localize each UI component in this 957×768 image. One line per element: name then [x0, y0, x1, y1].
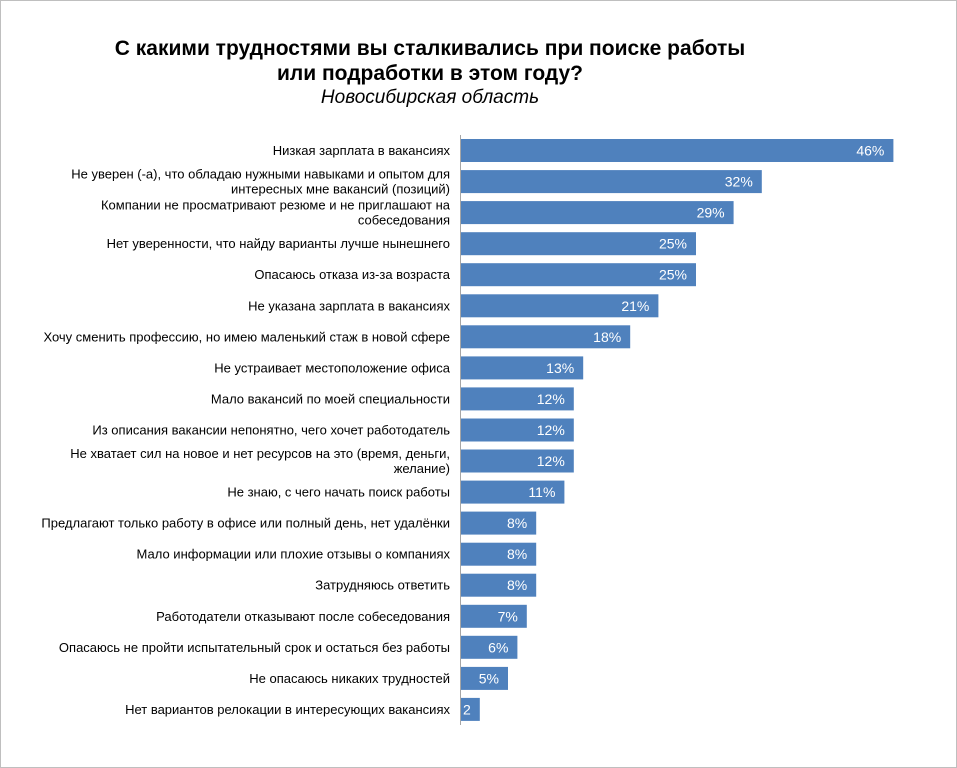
bar [461, 604, 527, 628]
category-label: Не указана зарплата в вакансиях [248, 298, 450, 313]
category-label: Не устраивает местоположение офиса [214, 360, 451, 375]
data-label: 11% [528, 484, 555, 500]
category-label: Не опасаюсь никаких трудностей [249, 671, 450, 686]
data-label: 32% [725, 174, 753, 190]
data-label: 8% [507, 546, 527, 562]
category-label: Предлагают только работу в офисе или пол… [41, 516, 450, 531]
bar [461, 697, 480, 721]
bar [461, 480, 565, 504]
data-label: 7% [498, 608, 518, 624]
bar [461, 232, 696, 256]
category-label: Затрудняюсь ответить [315, 578, 450, 593]
category-label: Работодатели отказывают после собеседова… [156, 609, 450, 624]
data-label: 29% [697, 205, 725, 221]
category-label: интересных мне вакансий (позиций) [231, 182, 450, 197]
chart-subtitle: Новосибирская область [320, 87, 540, 108]
data-label: 46% [856, 143, 884, 159]
bar [461, 139, 894, 162]
bar [461, 387, 574, 411]
category-label: собеседования [358, 213, 450, 228]
data-label: 21% [621, 298, 649, 314]
bar [461, 542, 537, 566]
bar [461, 418, 574, 442]
category-label: Из описания вакансии непонятно, чего хоч… [92, 423, 450, 438]
category-label: желание) [394, 461, 450, 476]
data-label: 12% [537, 422, 565, 438]
bar [461, 263, 696, 287]
bar [461, 325, 631, 349]
data-label: 12% [537, 453, 565, 469]
data-label: 12% [537, 391, 565, 407]
data-label: 18% [593, 329, 621, 345]
category-label: Не хватает сил на новое и нет ресурсов н… [70, 446, 450, 461]
data-label: 2 [463, 701, 471, 717]
bar [461, 449, 574, 473]
category-label: Мало вакансий по моей специальности [211, 391, 450, 406]
data-label: 8% [507, 515, 527, 531]
category-label: Не уверен (-а), что обладаю нужными навы… [71, 167, 450, 182]
bar [461, 635, 518, 659]
category-label: Нет уверенности, что найду варианты лучш… [107, 236, 450, 251]
bar [461, 511, 537, 535]
category-label: Низкая зарплата в вакансиях [273, 143, 451, 158]
category-label: Опасаюсь не пройти испытательный срок и … [59, 640, 450, 655]
category-label: Хочу сменить профессию, но имею маленьки… [43, 329, 450, 344]
data-label: 25% [659, 236, 687, 252]
data-label: 25% [659, 267, 687, 283]
data-label: 13% [546, 360, 574, 376]
bar [461, 666, 508, 690]
category-label: Опасаюсь отказа из-за возраста [254, 267, 450, 282]
bar [461, 294, 659, 318]
chart-title-line-2: или подработки в этом году? [277, 62, 583, 85]
chart-title: С какими трудностями вы сталкивались при… [0, 36, 860, 86]
data-label: 6% [488, 639, 508, 655]
data-label: 5% [479, 670, 499, 686]
category-label: Не знаю, с чего начать поиск работы [227, 485, 450, 500]
data-label: 8% [507, 577, 527, 593]
bar [461, 356, 584, 380]
bar [461, 170, 762, 194]
bar [461, 573, 537, 597]
category-label: Компании не просматривают резюме и не пр… [101, 198, 451, 213]
bar [461, 201, 734, 225]
category-label: Нет вариантов релокации в интересующих в… [125, 702, 450, 717]
chart-title-line-1: С какими трудностями вы сталкивались при… [114, 37, 746, 60]
category-label: Мало информации или плохие отзывы о комп… [137, 547, 451, 562]
